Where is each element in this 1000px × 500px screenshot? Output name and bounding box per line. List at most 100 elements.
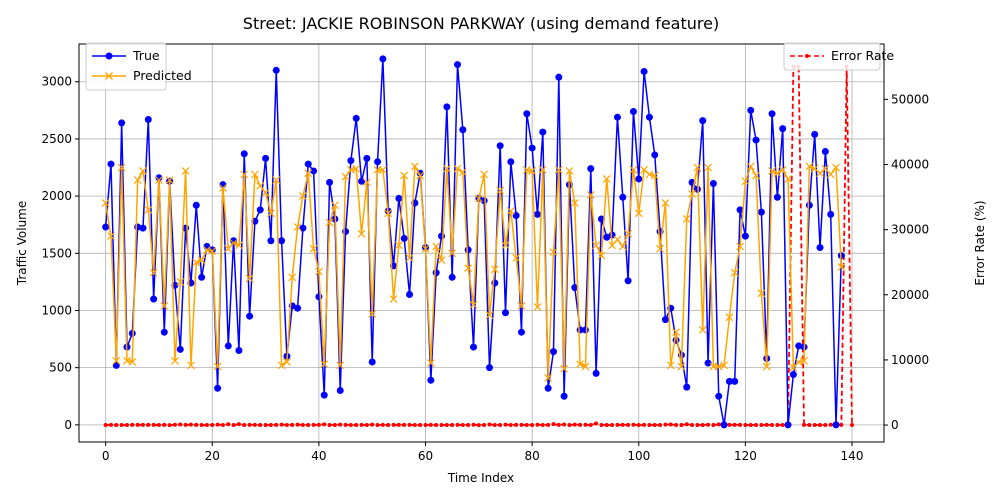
legend-true-label: True [132,48,160,63]
predicted-series-point [187,361,195,370]
series-layer [101,55,855,429]
predicted-series-point [778,165,787,174]
predicted-series-point [272,176,281,185]
predicted-series-point [160,301,169,310]
predicted-series-point [538,165,547,174]
error-rate-point [231,423,236,428]
true-series-point [262,154,270,162]
error-rate-point [476,423,481,428]
x-tick-label: 80 [525,449,540,463]
true-series-point [176,345,184,353]
true-series-point [731,377,739,385]
predicted-series-point [800,356,808,365]
predicted-series-point [832,163,840,172]
predicted-series-point [336,361,345,370]
predicted-series-point [352,164,361,173]
error-rate-point [780,422,785,427]
true-series-point [549,348,557,356]
true-series-point [336,387,344,395]
predicted-series-point [597,251,606,260]
true-series-point [533,210,541,218]
y-tick-label: 2000 [41,189,72,203]
error-rate-point [236,422,241,427]
predicted-series-point [213,362,222,371]
y2-tick-label: 0 [891,418,899,432]
true-series-point [352,114,360,122]
predicted-series-point [368,309,377,318]
error-rate-point [466,422,471,427]
error-rate-point [114,423,119,428]
predicted-series-point [784,175,792,183]
legend-left: True Predicted [85,42,192,91]
x-tick-label: 40 [311,449,326,463]
error-rate-point [764,422,769,427]
true-series-point [102,223,110,231]
error-rate-point [615,422,620,427]
error-rate-point [572,422,577,427]
error-rate-point [370,422,375,427]
true-series-point [752,136,760,144]
predicted-series-point [378,165,387,174]
true-series-point [501,309,509,317]
predicted-series-point [144,205,153,214]
predicted-series-point [277,361,286,370]
predicted-series-point [704,163,712,172]
error-rate-point [754,422,759,427]
error-rate-point [471,422,476,427]
x-tick-label: 100 [627,449,650,463]
error-rate-point [759,422,764,427]
true-series-point [112,361,120,369]
predicted-series-point [442,164,451,173]
legend-predicted-marker [105,72,113,80]
predicted-series-point [251,170,259,179]
error-rate-point [812,422,817,427]
true-series-point [118,119,126,127]
predicted-series-point [400,171,409,180]
error-rate-point [498,422,503,427]
chart-title: Street: JACKIE ROBINSON PARKWAY (using d… [243,14,719,33]
predicted-series-point [448,249,457,258]
y-tick-label: 1000 [41,303,72,317]
error-rate-point [316,422,321,427]
error-rate-point [631,422,636,427]
predicted-series-point [293,223,302,231]
error-rate-point [124,422,129,427]
true-series-point [619,193,627,201]
error-rate-point [802,422,807,427]
predicted-series-point [197,256,206,265]
error-rate-point [199,422,204,427]
predicted-series-point [517,301,526,310]
true-series-point [139,224,147,232]
legend-predicted-label: Predicted [133,68,192,83]
error-rate-point [487,422,492,427]
error-rate-point [364,423,369,428]
error-rate-point [322,422,327,427]
true-series-point [773,193,781,201]
error-rate-point [146,422,151,427]
predicted-series-point [570,199,579,207]
error-rate-point [583,422,588,427]
error-rate-point [279,422,284,427]
predicted-series-point [506,207,515,215]
true-series-point [294,304,302,312]
true-series-point [320,391,328,399]
predicted-series-point [288,273,297,282]
true-series-point [224,342,232,350]
true-series-point [645,113,653,121]
error-rate-point [338,422,343,427]
predicted-series-point [757,289,766,298]
error-rate-point [210,423,215,428]
y-tick-label: 1500 [41,246,72,260]
true-series-point [571,284,579,292]
y-tick-label: 2500 [41,132,72,146]
predicted-series-point [416,171,425,180]
error-rate-point [647,422,652,427]
true-series-point [485,364,493,372]
error-rate-point [354,422,359,427]
true-series-point [747,106,755,114]
error-rate-point [695,423,700,428]
y-axis-label: Traffic Volume [15,201,29,287]
error-rate-point [423,423,428,428]
true-series-point [342,228,350,236]
true-series-point [374,158,382,166]
